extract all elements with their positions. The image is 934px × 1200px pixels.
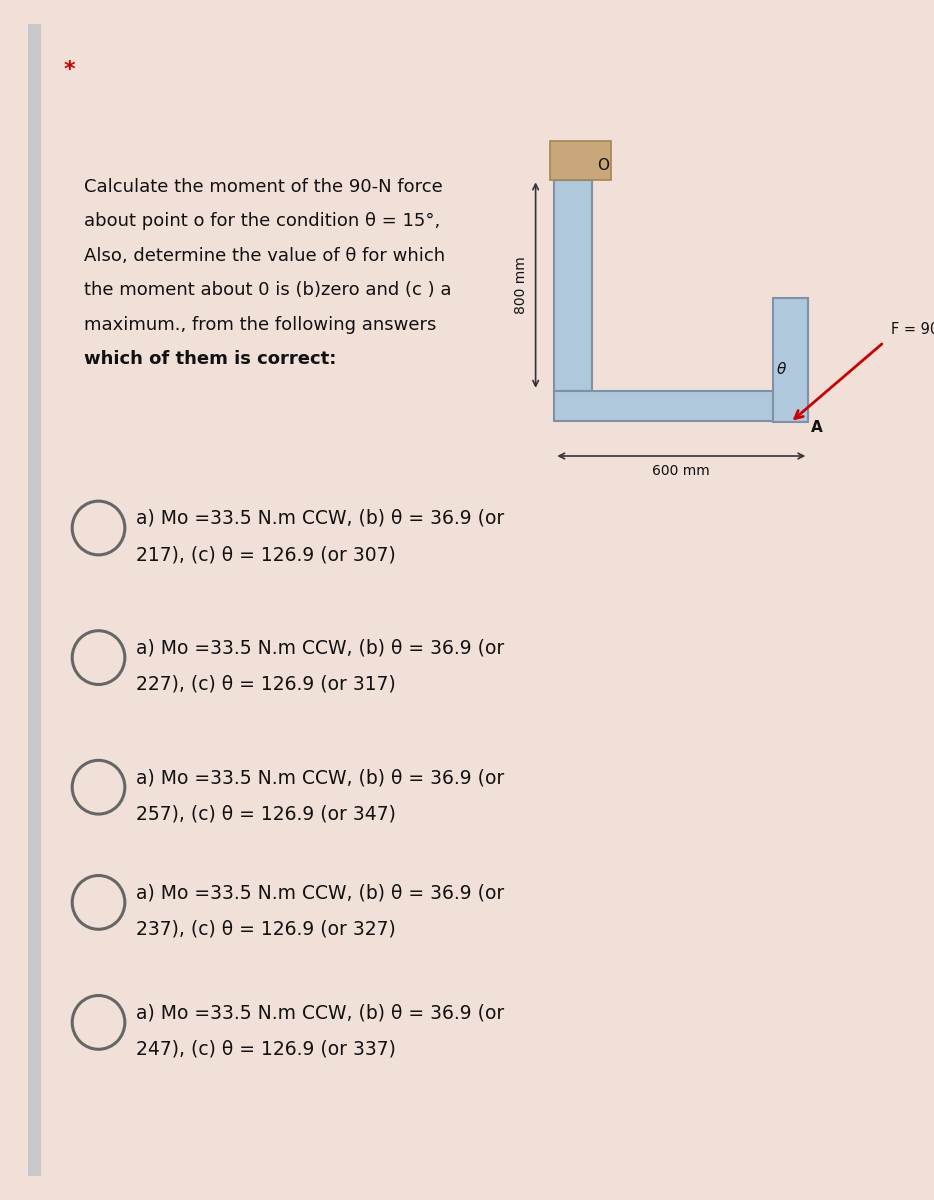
Text: 247), (c) θ = 126.9 (or 337): 247), (c) θ = 126.9 (or 337) bbox=[136, 1039, 396, 1058]
Text: a) Mo =33.5 N.m CCW, (b) θ = 36.9 (or: a) Mo =33.5 N.m CCW, (b) θ = 36.9 (or bbox=[136, 638, 504, 658]
Bar bbox=[28, 24, 41, 1176]
Text: 217), (c) θ = 126.9 (or 307): 217), (c) θ = 126.9 (or 307) bbox=[136, 545, 396, 564]
Text: 227), (c) θ = 126.9 (or 317): 227), (c) θ = 126.9 (or 317) bbox=[136, 674, 396, 694]
Text: O: O bbox=[597, 157, 609, 173]
Text: Calculate the moment of the 90-N force: Calculate the moment of the 90-N force bbox=[84, 178, 443, 196]
Bar bbox=[555, 391, 808, 421]
Text: F = 90 N: F = 90 N bbox=[891, 323, 934, 337]
Text: a) Mo =33.5 N.m CCW, (b) θ = 36.9 (or: a) Mo =33.5 N.m CCW, (b) θ = 36.9 (or bbox=[136, 768, 504, 787]
Bar bbox=[773, 298, 808, 422]
Text: maximum., from the following answers: maximum., from the following answers bbox=[84, 316, 437, 334]
Text: 257), (c) θ = 126.9 (or 347): 257), (c) θ = 126.9 (or 347) bbox=[136, 804, 396, 823]
Text: which of them is correct:: which of them is correct: bbox=[84, 350, 337, 368]
Text: the moment about 0 is (b)zero and (c ) a: the moment about 0 is (b)zero and (c ) a bbox=[84, 281, 452, 299]
Text: a) Mo =33.5 N.m CCW, (b) θ = 36.9 (or: a) Mo =33.5 N.m CCW, (b) θ = 36.9 (or bbox=[136, 883, 504, 902]
Bar bbox=[550, 142, 611, 180]
Text: *: * bbox=[64, 60, 76, 80]
Text: Also, determine the value of θ for which: Also, determine the value of θ for which bbox=[84, 247, 446, 265]
Text: about point o for the condition θ = 15°,: about point o for the condition θ = 15°, bbox=[84, 212, 441, 230]
Text: A: A bbox=[811, 420, 823, 436]
Text: a) Mo =33.5 N.m CCW, (b) θ = 36.9 (or: a) Mo =33.5 N.m CCW, (b) θ = 36.9 (or bbox=[136, 509, 504, 528]
Text: 600 mm: 600 mm bbox=[653, 463, 710, 478]
Text: 800 mm: 800 mm bbox=[514, 257, 528, 314]
Text: θ: θ bbox=[776, 362, 785, 377]
Text: a) Mo =33.5 N.m CCW, (b) θ = 36.9 (or: a) Mo =33.5 N.m CCW, (b) θ = 36.9 (or bbox=[136, 1003, 504, 1022]
Text: 237), (c) θ = 126.9 (or 327): 237), (c) θ = 126.9 (or 327) bbox=[136, 919, 396, 938]
Bar bbox=[555, 180, 592, 391]
